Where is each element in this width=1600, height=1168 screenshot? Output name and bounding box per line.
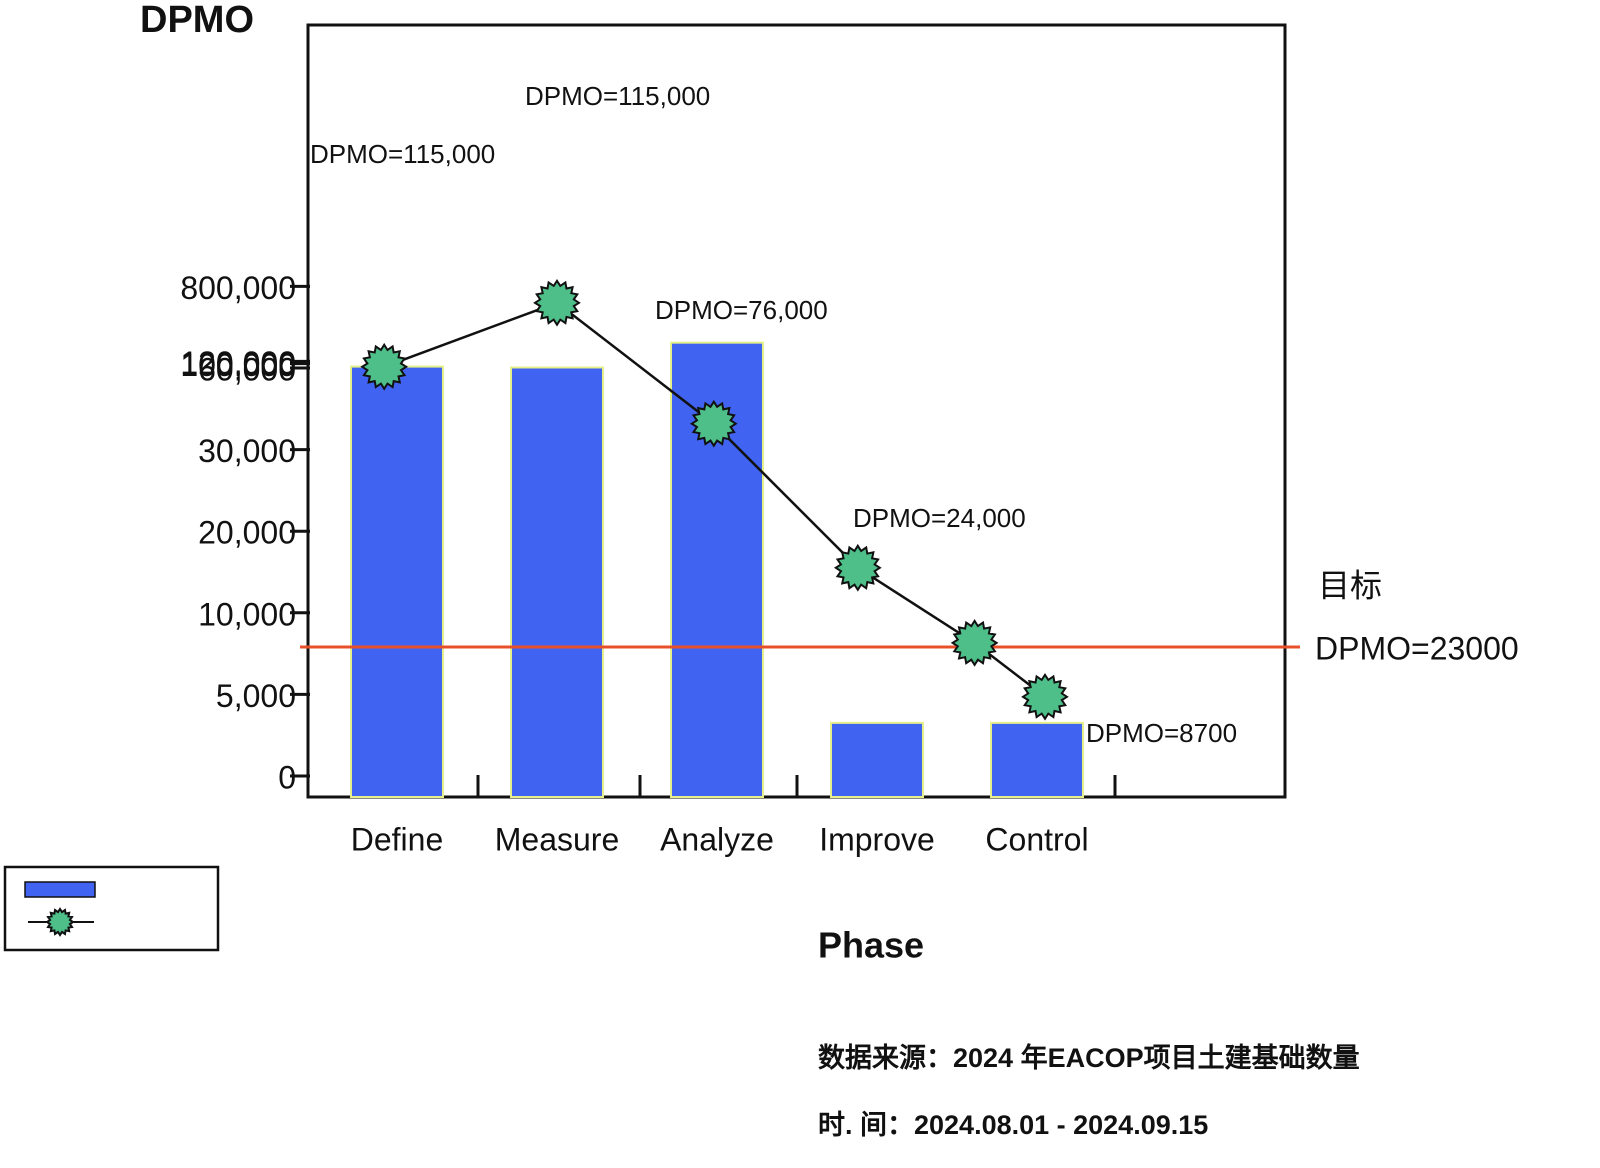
annotation: DPMO=8700 — [1086, 718, 1237, 748]
legend-bar-swatch — [24, 881, 96, 898]
y-tick-label: 100,000 — [180, 347, 296, 383]
annotation: DPMO=24,000 — [853, 503, 1026, 533]
line-marker — [360, 342, 409, 391]
y-tick-label: 800,000 — [180, 270, 296, 306]
line-marker — [45, 907, 75, 937]
line-marker — [833, 543, 882, 592]
bar — [350, 365, 444, 798]
x-tick-label: Control — [985, 821, 1088, 857]
period-note: 时. 间：2024.08.01 - 2024.09.15 — [818, 1110, 1208, 1140]
target-title: 目标 — [1318, 567, 1382, 603]
bar — [990, 721, 1084, 799]
line-marker — [689, 399, 738, 448]
bar — [510, 366, 604, 798]
bar — [830, 721, 924, 799]
y-tick-label: 60,000 — [198, 351, 296, 387]
y-tick-label: 5,000 — [216, 678, 296, 714]
annotation: DPMO=115,000 — [525, 81, 710, 111]
annotation: DPMO=76,000 — [655, 295, 828, 325]
y-axis-title: DPMO — [140, 0, 254, 41]
legend-box — [3, 865, 220, 952]
x-tick-label: Improve — [819, 821, 935, 857]
x-tick-label: Analyze — [660, 821, 774, 857]
y-tick-label: 10,000 — [198, 596, 296, 632]
y-tick-label: 20,000 — [198, 515, 296, 551]
y-tick-label: 0 — [278, 759, 296, 795]
line-marker — [533, 278, 581, 327]
line-marker — [950, 619, 999, 667]
y-tick-label: 30,000 — [198, 433, 296, 469]
line-marker — [1021, 672, 1069, 721]
source-note: 数据来源：2024 年EACOP项目土建基础数量 — [818, 1042, 1360, 1073]
y-tick-label: 120,000 — [180, 345, 296, 381]
x-axis-title: Phase — [818, 925, 924, 966]
target-label: DPMO=23000 — [1315, 630, 1519, 666]
x-tick-label: Define — [351, 821, 444, 857]
annotation: DPMO=115,000 — [310, 139, 495, 169]
x-tick-label: Measure — [495, 821, 620, 857]
